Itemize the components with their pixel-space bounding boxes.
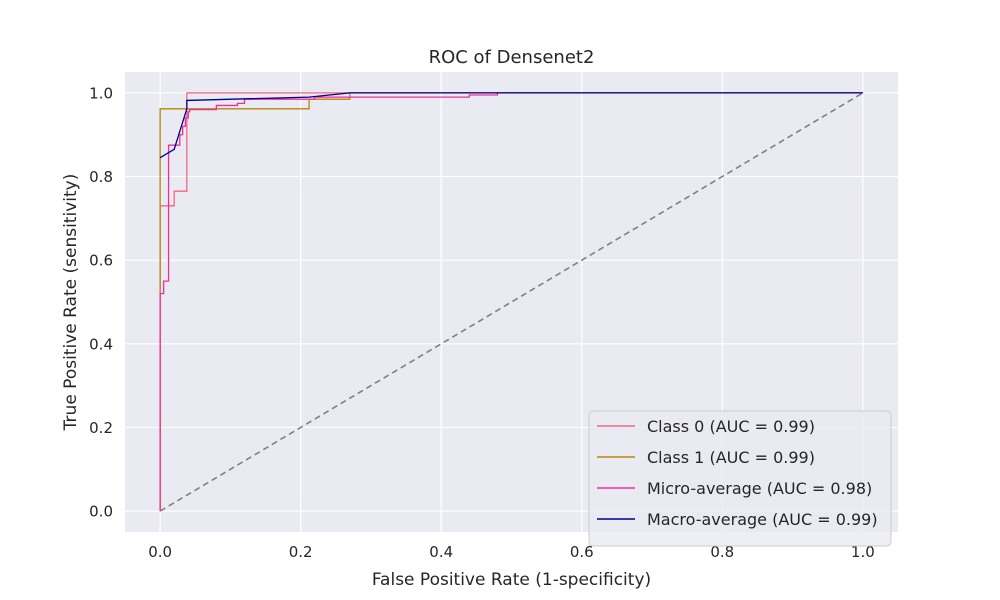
y-tick-label: 0.0 [89,503,113,521]
legend-entry: Micro-average (AUC = 0.98) [647,479,872,498]
chart-title: ROC of Densenet2 [429,47,595,68]
y-tick-label: 0.8 [89,168,113,186]
y-tick-label: 0.6 [89,252,113,270]
series-line-2 [159,92,863,512]
legend: Class 0 (AUC = 0.99) Class 1 (AUC = 0.99)… [588,410,892,547]
x-axis-label: False Positive Rate (1-specificity) [372,570,651,590]
tick-labels: 0.0 0.2 0.4 0.6 0.8 1.0 0.0 0.2 0.4 0.6 0.8 1.0 [89,84,875,561]
series-line-3 [159,92,863,159]
x-tick-label: 0.6 [570,543,594,561]
y-tick-label: 0.4 [89,335,113,353]
legend-entry: Macro-average (AUC = 0.99) [647,510,878,529]
series-line-1 [159,92,863,512]
y-axis-label: True Positive Rate (sensitivity) [61,174,81,432]
series-layer [159,92,864,512]
x-tick-label: 0.0 [148,543,172,561]
legend-box [588,410,892,547]
y-tick-label: 0.2 [89,419,113,437]
x-tick-label: 0.4 [429,543,453,561]
y-tick-label: 1.0 [89,84,113,102]
x-tick-label: 0.8 [710,543,734,561]
legend-entry: Class 1 (AUC = 0.99) [647,448,815,467]
x-tick-label: 1.0 [851,543,875,561]
legend-entry: Class 0 (AUC = 0.99) [647,417,815,436]
x-tick-label: 0.2 [289,543,313,561]
chance-diagonal-line [159,92,864,512]
